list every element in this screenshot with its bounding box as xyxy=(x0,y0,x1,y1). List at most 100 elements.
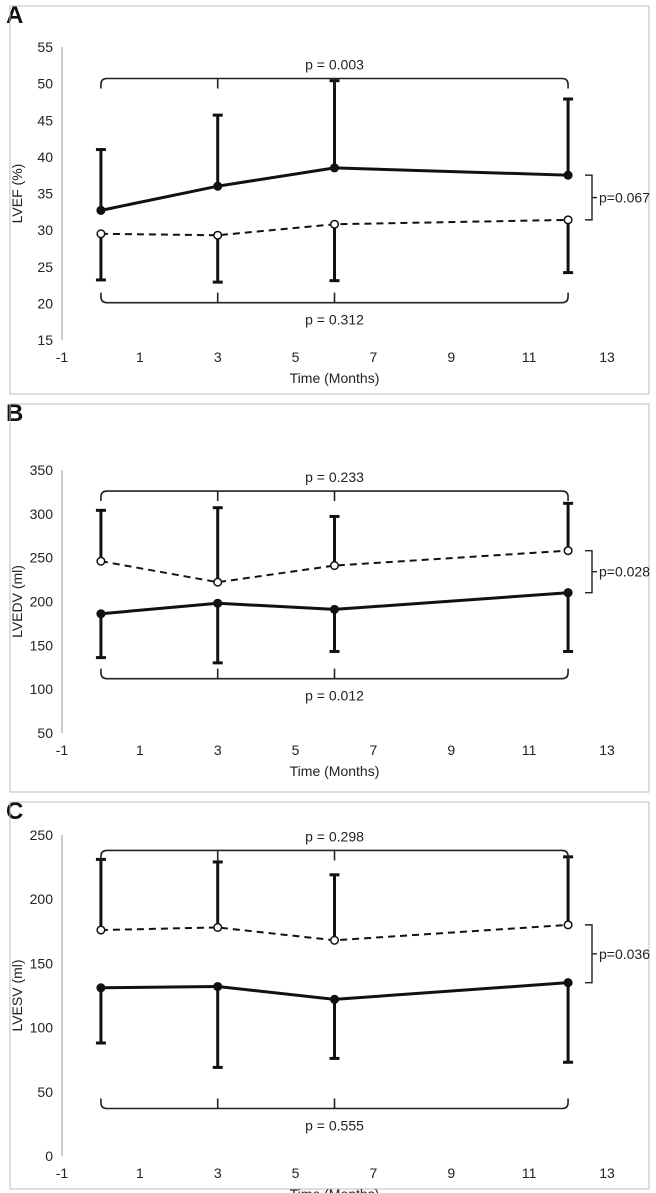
data-point-filled xyxy=(563,978,573,988)
x-tick-label: 3 xyxy=(214,349,222,365)
data-point-filled xyxy=(329,604,340,614)
x-tick-label: 9 xyxy=(447,742,455,758)
x-tick-label: 13 xyxy=(599,742,615,758)
top-p-value: p = 0.003 xyxy=(305,56,364,72)
x-tick-label: 5 xyxy=(292,349,300,365)
series-line-solid xyxy=(100,591,569,616)
series-line-solid xyxy=(100,166,569,212)
bottom-p-value: p = 0.555 xyxy=(305,1117,364,1133)
y-tick-label: 200 xyxy=(30,594,54,610)
data-point-open xyxy=(563,920,573,930)
y-tick-label: 40 xyxy=(37,149,53,165)
data-point-open xyxy=(329,561,340,571)
data-point-open xyxy=(213,230,223,240)
side-bracket xyxy=(585,924,597,984)
y-tick-label: 0 xyxy=(45,1148,53,1164)
data-point-open xyxy=(96,556,106,566)
y-tick-label: 20 xyxy=(37,295,53,311)
data-point-filled xyxy=(329,994,340,1004)
side-p-value: p=0.067 xyxy=(599,190,650,206)
side-p-value: p=0.028 xyxy=(599,564,650,580)
data-point-filled xyxy=(213,981,223,992)
x-tick-label: 1 xyxy=(136,742,144,758)
panel-b: B 50 100 150 200 250 300 350 -1 1 3 5 7 9 11 13 Time (M… xyxy=(0,398,656,796)
x-axis-title: Time (Months) xyxy=(290,763,380,779)
x-tick-label: 9 xyxy=(447,349,455,365)
y-tick-label: 100 xyxy=(30,1020,54,1036)
y-axis-title: LVEF (%) xyxy=(9,164,25,224)
data-point-open xyxy=(213,922,223,932)
x-tick-label: 7 xyxy=(370,349,378,365)
y-tick-label: 50 xyxy=(37,725,53,741)
y-tick-label: 150 xyxy=(30,637,54,653)
series-line-dashed xyxy=(100,218,569,237)
side-bracket xyxy=(585,174,597,221)
x-tick-label: 11 xyxy=(522,742,537,758)
y-tick-label: 25 xyxy=(37,259,53,275)
series-line-solid xyxy=(100,981,569,1001)
series-line-dashed xyxy=(100,923,569,942)
data-point-filled xyxy=(96,983,106,993)
data-point-open xyxy=(329,219,340,229)
x-axis-title: Time (Months) xyxy=(290,370,380,386)
data-point-filled xyxy=(563,170,573,180)
panel-frame xyxy=(9,801,650,1190)
y-tick-label: 300 xyxy=(30,506,54,522)
x-tick-label: 3 xyxy=(214,742,222,758)
data-point-filled xyxy=(96,205,106,215)
y-axis-title: LVEDV (ml) xyxy=(9,565,25,638)
x-tick-label: 11 xyxy=(522,349,537,365)
y-tick-label: 200 xyxy=(30,891,54,907)
x-tick-label: -1 xyxy=(56,742,69,758)
x-axis-title: Time (Months) xyxy=(290,1186,380,1193)
y-tick-label: 35 xyxy=(37,186,53,202)
x-tick-label: 7 xyxy=(370,742,378,758)
panel-frame xyxy=(9,5,650,395)
y-tick-label: 30 xyxy=(37,222,53,238)
data-point-open xyxy=(96,925,106,935)
x-tick-label: 7 xyxy=(370,1165,378,1181)
data-point-open xyxy=(329,935,340,945)
y-tick-label: 250 xyxy=(30,827,54,843)
bottom-bracket xyxy=(100,668,569,680)
x-tick-label: 5 xyxy=(292,742,300,758)
data-point-filled xyxy=(96,609,106,619)
data-point-open xyxy=(96,229,106,239)
y-tick-label: 250 xyxy=(30,550,54,566)
data-point-filled xyxy=(563,588,573,598)
y-tick-label: 50 xyxy=(37,1084,53,1100)
y-tick-label: 350 xyxy=(30,462,54,478)
data-point-filled xyxy=(213,181,223,191)
data-point-open xyxy=(563,215,573,225)
data-point-filled xyxy=(213,598,223,608)
data-point-filled xyxy=(329,163,340,173)
side-bracket xyxy=(585,549,597,594)
x-tick-label: 9 xyxy=(447,1165,455,1181)
x-tick-label: 1 xyxy=(136,1165,144,1181)
panel-frame xyxy=(9,403,650,793)
top-p-value: p = 0.233 xyxy=(305,469,364,485)
series-line-dashed xyxy=(100,549,569,584)
y-tick-label: 55 xyxy=(37,39,53,55)
x-tick-label: 3 xyxy=(214,1165,222,1181)
x-tick-label: 13 xyxy=(599,1165,615,1181)
bottom-p-value: p = 0.012 xyxy=(305,688,364,704)
y-tick-label: 45 xyxy=(37,112,53,128)
side-p-value: p=0.036 xyxy=(599,946,650,962)
data-point-open xyxy=(213,577,223,587)
y-tick-label: 100 xyxy=(30,681,54,697)
x-tick-label: -1 xyxy=(56,349,69,365)
x-tick-label: 11 xyxy=(522,1165,537,1181)
y-tick-label: 15 xyxy=(37,332,53,348)
x-tick-label: 13 xyxy=(599,349,615,365)
data-point-open xyxy=(563,546,573,556)
x-tick-label: -1 xyxy=(56,1165,69,1181)
y-tick-label: 150 xyxy=(30,955,54,971)
top-p-value: p = 0.298 xyxy=(305,828,364,844)
bottom-p-value: p = 0.312 xyxy=(305,312,364,328)
